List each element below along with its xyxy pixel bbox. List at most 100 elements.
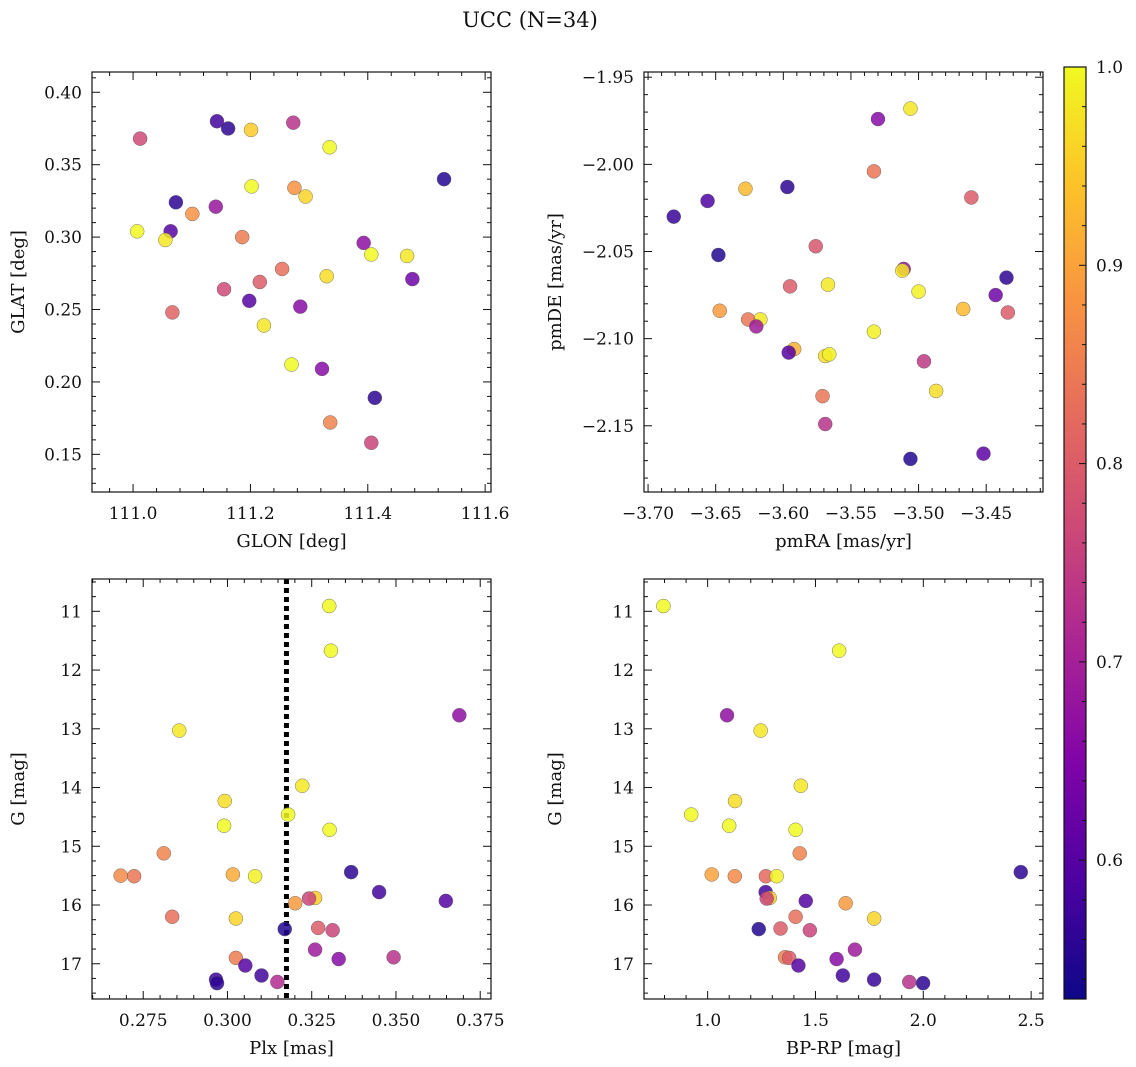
y-tick-label: 12 (612, 661, 634, 681)
colorbar-tick-label: 0.8 (1096, 455, 1123, 475)
data-point (753, 723, 768, 738)
data-point (802, 923, 818, 938)
x-tick-label: 0.300 (203, 1011, 252, 1031)
x-tick-label: −3.45 (960, 504, 1012, 524)
data-point (866, 324, 882, 339)
data-point (711, 247, 726, 263)
data-point (165, 305, 180, 320)
data-point (165, 909, 180, 924)
data-point (822, 347, 837, 362)
data-point (343, 864, 359, 880)
data-point (847, 942, 863, 957)
y-tick-label: −2.15 (582, 417, 634, 437)
data-point (988, 287, 1003, 303)
data-point (712, 303, 727, 318)
y-tick-label: 14 (612, 779, 634, 799)
x-tick-label: 2.5 (1018, 1011, 1045, 1031)
data-point (256, 318, 272, 333)
data-point (773, 921, 788, 936)
data-point (438, 893, 454, 909)
data-point (818, 416, 833, 432)
data-point (656, 598, 671, 614)
y-tick-label: 16 (60, 896, 82, 916)
data-point (788, 909, 803, 924)
y-tick-label: 11 (612, 602, 634, 622)
data-point (364, 435, 379, 450)
data-point (217, 793, 232, 809)
data-point (405, 271, 420, 287)
data-point (815, 388, 830, 404)
data-point (798, 893, 813, 909)
data-point (322, 822, 337, 838)
x-tick-label: −3.70 (622, 504, 674, 524)
data-point (759, 891, 774, 906)
y-tick-label: −2.10 (582, 330, 634, 350)
data-point (323, 643, 339, 658)
data-point (209, 975, 225, 991)
data-point (788, 822, 803, 838)
data-point (791, 958, 806, 973)
data-point (242, 293, 257, 309)
data-point (916, 354, 932, 369)
data-point (666, 209, 681, 224)
data-point (738, 181, 753, 196)
y-axis-label: G [mag] (545, 752, 566, 825)
x-tick-label: 111.4 (343, 504, 392, 524)
data-point (999, 270, 1014, 285)
data-point (244, 179, 259, 194)
data-point (287, 180, 302, 196)
data-point (902, 974, 917, 990)
data-point (254, 968, 269, 983)
colorbar-tick-label: 0.9 (1096, 256, 1123, 276)
data-point (831, 643, 847, 658)
data-point (228, 950, 244, 966)
data-point (113, 868, 128, 883)
y-tick-label: 12 (60, 661, 82, 681)
y-tick-label: 16 (612, 896, 634, 916)
data-point (356, 235, 371, 251)
data-point (286, 115, 301, 130)
x-tick-label: 0.275 (119, 1011, 168, 1031)
x-tick-label: 111.6 (461, 504, 510, 524)
data-point (866, 911, 882, 926)
data-point (911, 284, 926, 299)
x-tick-label: −3.65 (690, 504, 742, 524)
data-point (780, 179, 795, 195)
y-tick-label: 0.20 (44, 373, 82, 393)
data-point (820, 277, 836, 292)
data-point (1013, 864, 1028, 880)
x-tick-label: 0.375 (456, 1011, 505, 1031)
x-axis-label: pmRA [mas/yr] (775, 531, 912, 552)
y-tick-label: 13 (612, 720, 634, 740)
data-point (158, 232, 173, 248)
panel-parallax-magnitude: 0.275 0.300 0.325 0.350 0.375 11 12 13 14 15 16 17 P… (8, 578, 505, 1059)
data-point (247, 869, 263, 884)
data-point (829, 951, 844, 967)
data-point (220, 121, 236, 136)
data-point (132, 131, 148, 146)
data-point (895, 263, 910, 278)
data-point (277, 921, 292, 937)
data-point (280, 807, 296, 822)
x-axis-label: GLON [deg] (236, 531, 346, 552)
y-tick-label: −2.05 (582, 243, 634, 263)
axes-frame (91, 71, 492, 493)
data-point (452, 708, 467, 723)
data-point (835, 968, 851, 983)
data-point (866, 972, 882, 987)
y-tick-label: 17 (612, 955, 634, 975)
data-point (866, 164, 882, 179)
y-tick-label: 13 (60, 720, 82, 740)
data-point (293, 299, 308, 314)
data-point (322, 598, 337, 614)
data-point (216, 282, 232, 297)
y-tick-label: 0.25 (44, 301, 82, 321)
y-tick-label: 11 (60, 602, 82, 622)
x-axis-label: BP-RP [mag] (786, 1038, 901, 1059)
data-point (270, 974, 285, 990)
axes-frame (643, 578, 1044, 1000)
data-point (721, 818, 737, 833)
data-point (235, 229, 250, 245)
data-point (903, 451, 918, 467)
